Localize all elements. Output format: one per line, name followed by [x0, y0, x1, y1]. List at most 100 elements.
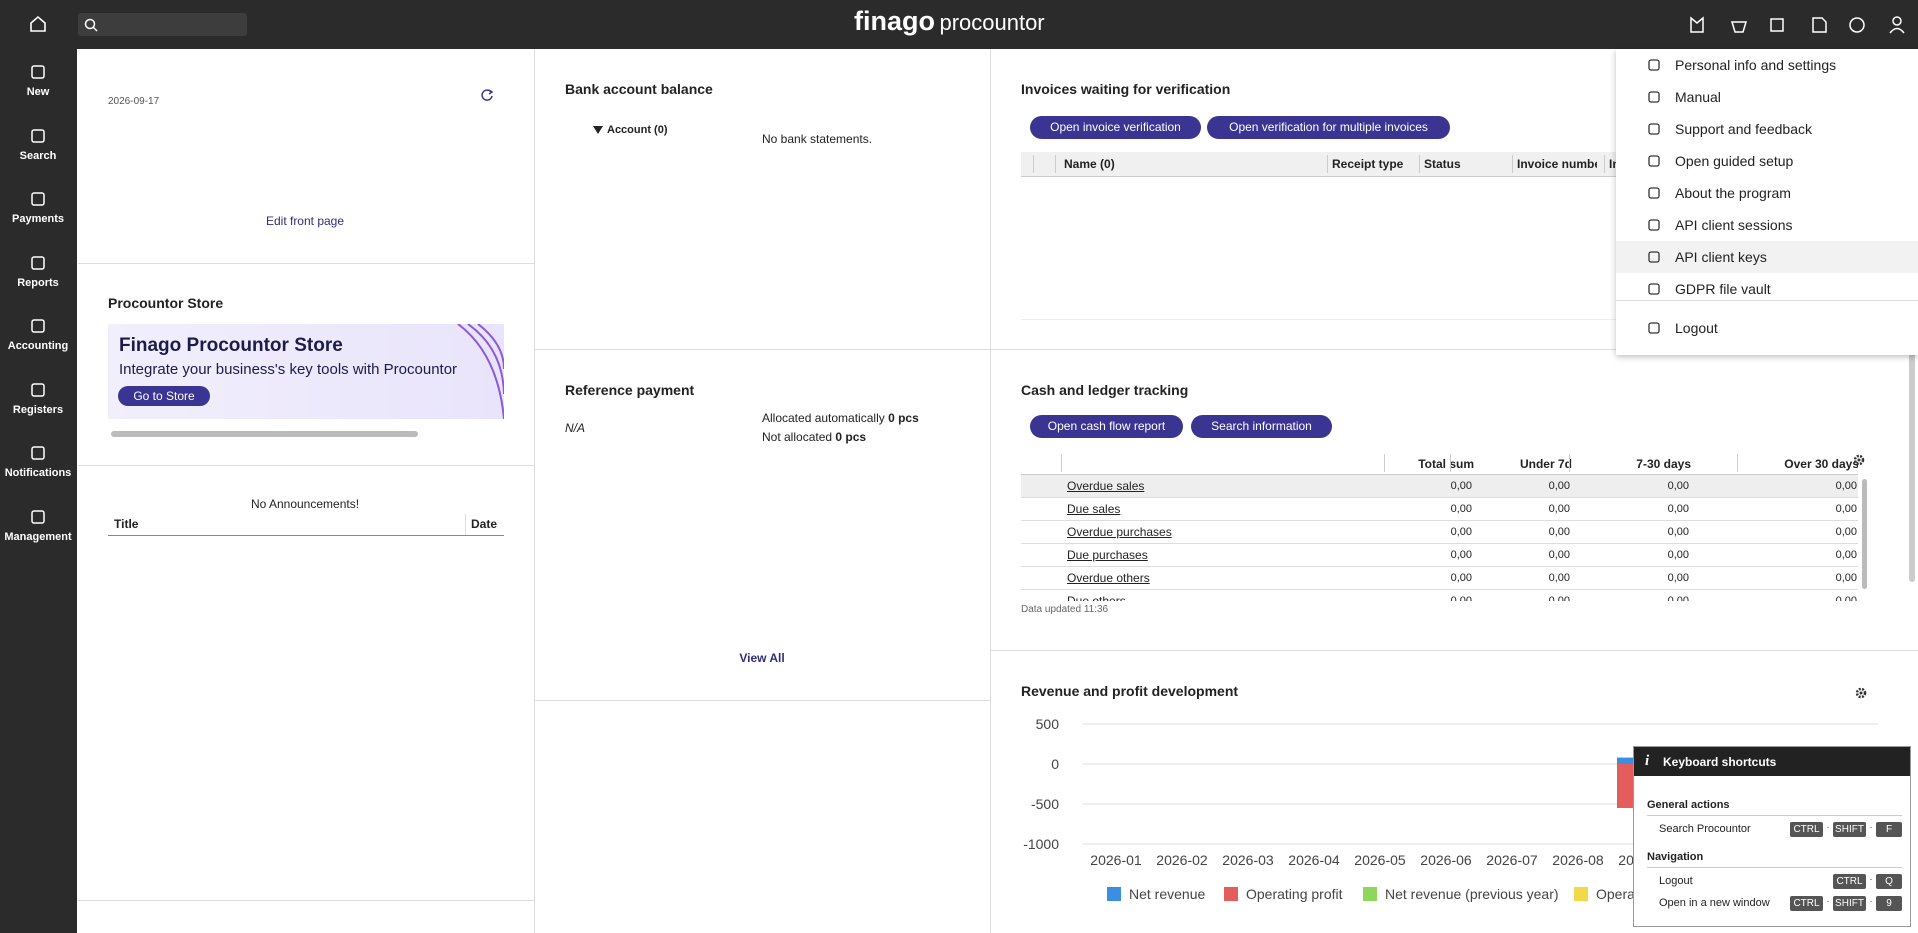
icon-shape — [31, 128, 45, 143]
table-row: Overdue others 0,00 0,00 0,00 0,00 — [1021, 567, 1858, 590]
sidebar-icon[interactable] — [30, 255, 46, 271]
menu-item[interactable]: Open guided setup — [1675, 153, 1794, 169]
row-name[interactable]: Overdue sales — [1067, 479, 1145, 493]
top-icons[interactable] — [1680, 12, 1918, 38]
sidebar-label[interactable]: Payments — [12, 213, 64, 225]
cell-value: 0,00 — [1548, 480, 1570, 492]
bar — [1617, 764, 1633, 808]
button[interactable]: Search information — [1191, 415, 1332, 438]
settings-icon[interactable] — [1852, 453, 1866, 467]
button[interactable]: Open cash flow report — [1030, 415, 1183, 438]
home-icon[interactable] — [28, 14, 48, 34]
sidebar-icon[interactable] — [30, 191, 46, 207]
icon-shape — [1648, 322, 1660, 334]
shortcuts-header: i Keyboard shortcuts — [1634, 747, 1910, 776]
menu-icon — [1648, 251, 1660, 263]
icon-shape — [1648, 187, 1660, 199]
sidebar-label[interactable]: Management — [4, 530, 72, 543]
column-separator — [1419, 155, 1420, 173]
row-name[interactable]: Overdue purchases — [1067, 525, 1172, 539]
sidebar-icon[interactable] — [30, 382, 46, 398]
row-name[interactable]: Due sales — [1067, 502, 1121, 516]
divider — [991, 650, 1918, 651]
column-header: Date — [471, 517, 498, 531]
row-name[interactable]: Due purchases — [1067, 548, 1148, 562]
menu-item[interactable]: Support and feedback — [1675, 121, 1812, 137]
button[interactable]: Open invoice verification — [1030, 116, 1201, 139]
group-title: General actions — [1647, 799, 1730, 811]
row-name[interactable]: Overdue others — [1067, 571, 1150, 585]
sidebar-icon[interactable] — [30, 445, 46, 461]
cell-value: 0,00 — [1450, 526, 1472, 538]
menu-item[interactable]: Logout — [1675, 320, 1718, 336]
invoices-title: Invoices waiting for verification — [1021, 81, 1231, 97]
cell-value: 0,00 — [1548, 549, 1570, 561]
brand: finago procountor — [854, 6, 1045, 37]
scrollbar — [111, 431, 418, 437]
plus: · — [1869, 874, 1873, 885]
menu-item[interactable]: About the program — [1675, 185, 1791, 201]
legend-swatch — [1224, 887, 1238, 901]
icon-shape — [31, 382, 45, 397]
search-box[interactable] — [78, 13, 247, 36]
x-tick-label: 2026-04 — [1288, 852, 1340, 868]
shortcut-label: Open in a new window — [1659, 897, 1770, 909]
sidebar-icon[interactable] — [30, 128, 46, 144]
menu-item[interactable]: Personal info and settings — [1675, 57, 1837, 73]
sidebar-label[interactable]: Registers — [12, 403, 64, 416]
chart-title: Revenue and profit development — [1021, 683, 1239, 699]
banner-text: Integrate your business's key tools with… — [119, 361, 458, 378]
bank-empty: No bank statements. — [762, 132, 873, 146]
column-header: Over 30 days — [1784, 457, 1858, 471]
bar — [1617, 757, 1633, 764]
cell-value: 0,00 — [1667, 549, 1689, 561]
sidebar-label[interactable]: Accounting — [7, 340, 69, 352]
sidebar-label[interactable]: Reports — [17, 276, 59, 289]
sidebar-icon[interactable] — [30, 509, 46, 525]
settings-icon[interactable] — [1854, 686, 1868, 700]
banner-title: Finago Procountor Store — [119, 335, 343, 356]
cell-value: 0,00 — [1835, 549, 1857, 561]
column-header: Total sum — [1418, 457, 1474, 471]
view-all[interactable]: View All — [739, 651, 785, 665]
menu-highlight — [1616, 241, 1918, 273]
row-name[interactable]: Due others — [1067, 594, 1126, 601]
menu-item[interactable]: API client keys — [1675, 249, 1767, 265]
menu-item[interactable]: GDPR file vault — [1675, 281, 1771, 297]
column-separator — [1055, 155, 1056, 173]
menu-item[interactable]: Manual — [1675, 89, 1721, 105]
store-button[interactable]: Go to Store — [118, 386, 210, 406]
button[interactable]: Open verification for multiple invoices — [1207, 116, 1450, 139]
sidebar-icon[interactable] — [30, 318, 46, 334]
expand-icon[interactable] — [592, 125, 604, 135]
column-header: Under 7d — [1519, 457, 1572, 471]
menu-icon — [1648, 155, 1660, 167]
account[interactable]: Account (0) — [607, 124, 668, 136]
sidebar-label[interactable]: Notifications — [4, 467, 72, 479]
reference-line: Allocated automatically 0 pcs — [762, 411, 919, 425]
key: SHIFT — [1833, 896, 1866, 911]
announcements-empty: No Announcements! — [250, 497, 360, 511]
x-tick-label: 2026-08 — [1552, 852, 1604, 868]
plus: · — [1869, 896, 1873, 907]
search-icon — [84, 18, 98, 32]
key: 9 — [1876, 896, 1902, 911]
plus: · — [1826, 896, 1830, 907]
divider — [108, 535, 504, 536]
brand-name: finago — [854, 6, 935, 36]
divider — [534, 49, 535, 933]
key: CTRL — [1790, 822, 1823, 837]
table-row: Due others 0,00 0,00 0,00 0,00 — [1021, 590, 1858, 601]
menu-item[interactable]: API client sessions — [1675, 217, 1793, 233]
cell-value: 0,00 — [1548, 526, 1570, 538]
sidebar-label[interactable]: New — [26, 86, 50, 98]
cell-value: 0,00 — [1450, 480, 1472, 492]
sidebar-icon[interactable] — [30, 64, 46, 80]
cell-value: 0,00 — [1450, 595, 1472, 601]
edit-front-page[interactable]: Edit front page — [265, 214, 345, 228]
table-row: Overdue purchases 0,00 0,00 0,00 0,00 — [1021, 521, 1858, 544]
sidebar-label[interactable]: Search — [19, 149, 57, 162]
cell-value: 0,00 — [1835, 480, 1857, 492]
column-header: Invoice number — [1517, 157, 1597, 171]
refresh-icon[interactable] — [480, 88, 494, 102]
